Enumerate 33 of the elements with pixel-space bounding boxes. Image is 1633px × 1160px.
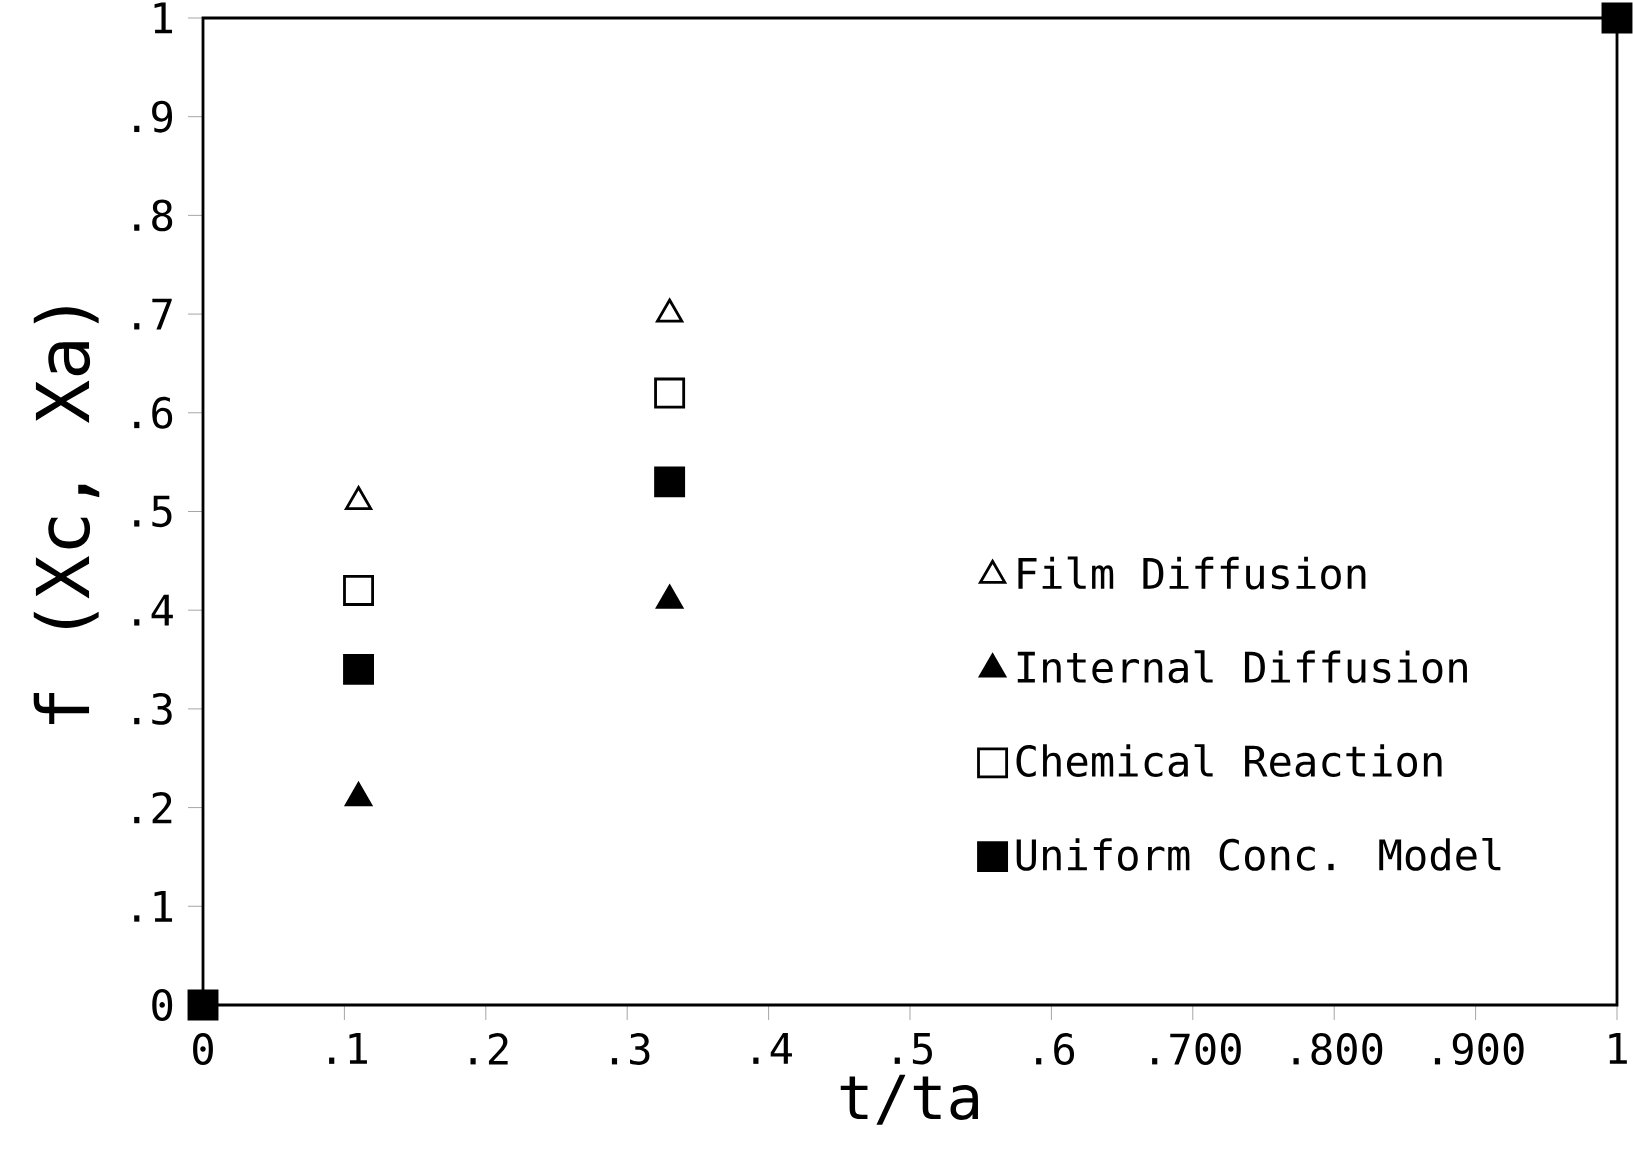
y-tick-label: .5 [134, 495, 172, 528]
y-tick-label: 1 [154, 2, 173, 34]
x-tick-label: .5 [894, 1033, 932, 1065]
y-tick-label: .2 [134, 791, 172, 824]
point [654, 466, 686, 498]
point [343, 653, 375, 685]
point [654, 377, 686, 409]
y-tick-label: .6 [134, 396, 173, 429]
x-tick-label: .800 [1293, 1033, 1383, 1066]
y-tick-label: .3 [134, 692, 172, 725]
y-axis-title: f (Xc, Xa) [33, 307, 100, 724]
y-tick-label: .1 [134, 890, 173, 922]
y-tick-label: .8 [134, 199, 173, 232]
x-tick-label: 1 [1609, 1033, 1627, 1064]
legend-label: Film Diffusion [1018, 556, 1366, 590]
point [187, 989, 219, 1021]
y-tick-label: .7 [134, 298, 172, 330]
x-tick-label: .6 [1036, 1033, 1075, 1066]
legend-label: Chemical Reaction [1016, 744, 1442, 777]
legend-label: Uniform Conc. Model [1016, 837, 1501, 871]
y-tick-label: .9 [134, 100, 173, 133]
x-tick-label: .900 [1434, 1033, 1524, 1066]
x-axis-title: t/ta [840, 1074, 978, 1125]
x-tick-label: .700 [1152, 1033, 1241, 1066]
y-tick-label: .4 [134, 594, 173, 626]
x-tick-label: .2 [470, 1033, 508, 1065]
x-tick-label: .4 [753, 1033, 792, 1064]
x-tick-label: .3 [611, 1033, 650, 1066]
x-tick-label: .1 [329, 1033, 367, 1064]
y-tick-label: 0 [152, 989, 173, 1021]
legend-label: Internal Diffusion [1017, 650, 1467, 684]
x-tick-label: 0 [193, 1033, 213, 1066]
point [343, 574, 375, 606]
